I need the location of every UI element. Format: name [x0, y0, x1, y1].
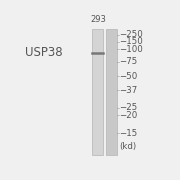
Text: (kd): (kd) — [120, 142, 137, 151]
Text: −20: −20 — [120, 111, 138, 120]
Text: USP38: USP38 — [25, 46, 63, 59]
Text: −50: −50 — [120, 72, 138, 81]
Bar — [92, 28, 103, 155]
Text: −100: −100 — [120, 45, 143, 54]
Text: −15: −15 — [120, 129, 138, 138]
Text: −250: −250 — [120, 30, 143, 39]
Text: −37: −37 — [120, 86, 138, 95]
Text: −75: −75 — [120, 57, 138, 66]
Text: 293: 293 — [90, 15, 106, 24]
Text: −25: −25 — [120, 103, 138, 112]
Text: −150: −150 — [120, 37, 143, 46]
Bar — [106, 28, 117, 155]
